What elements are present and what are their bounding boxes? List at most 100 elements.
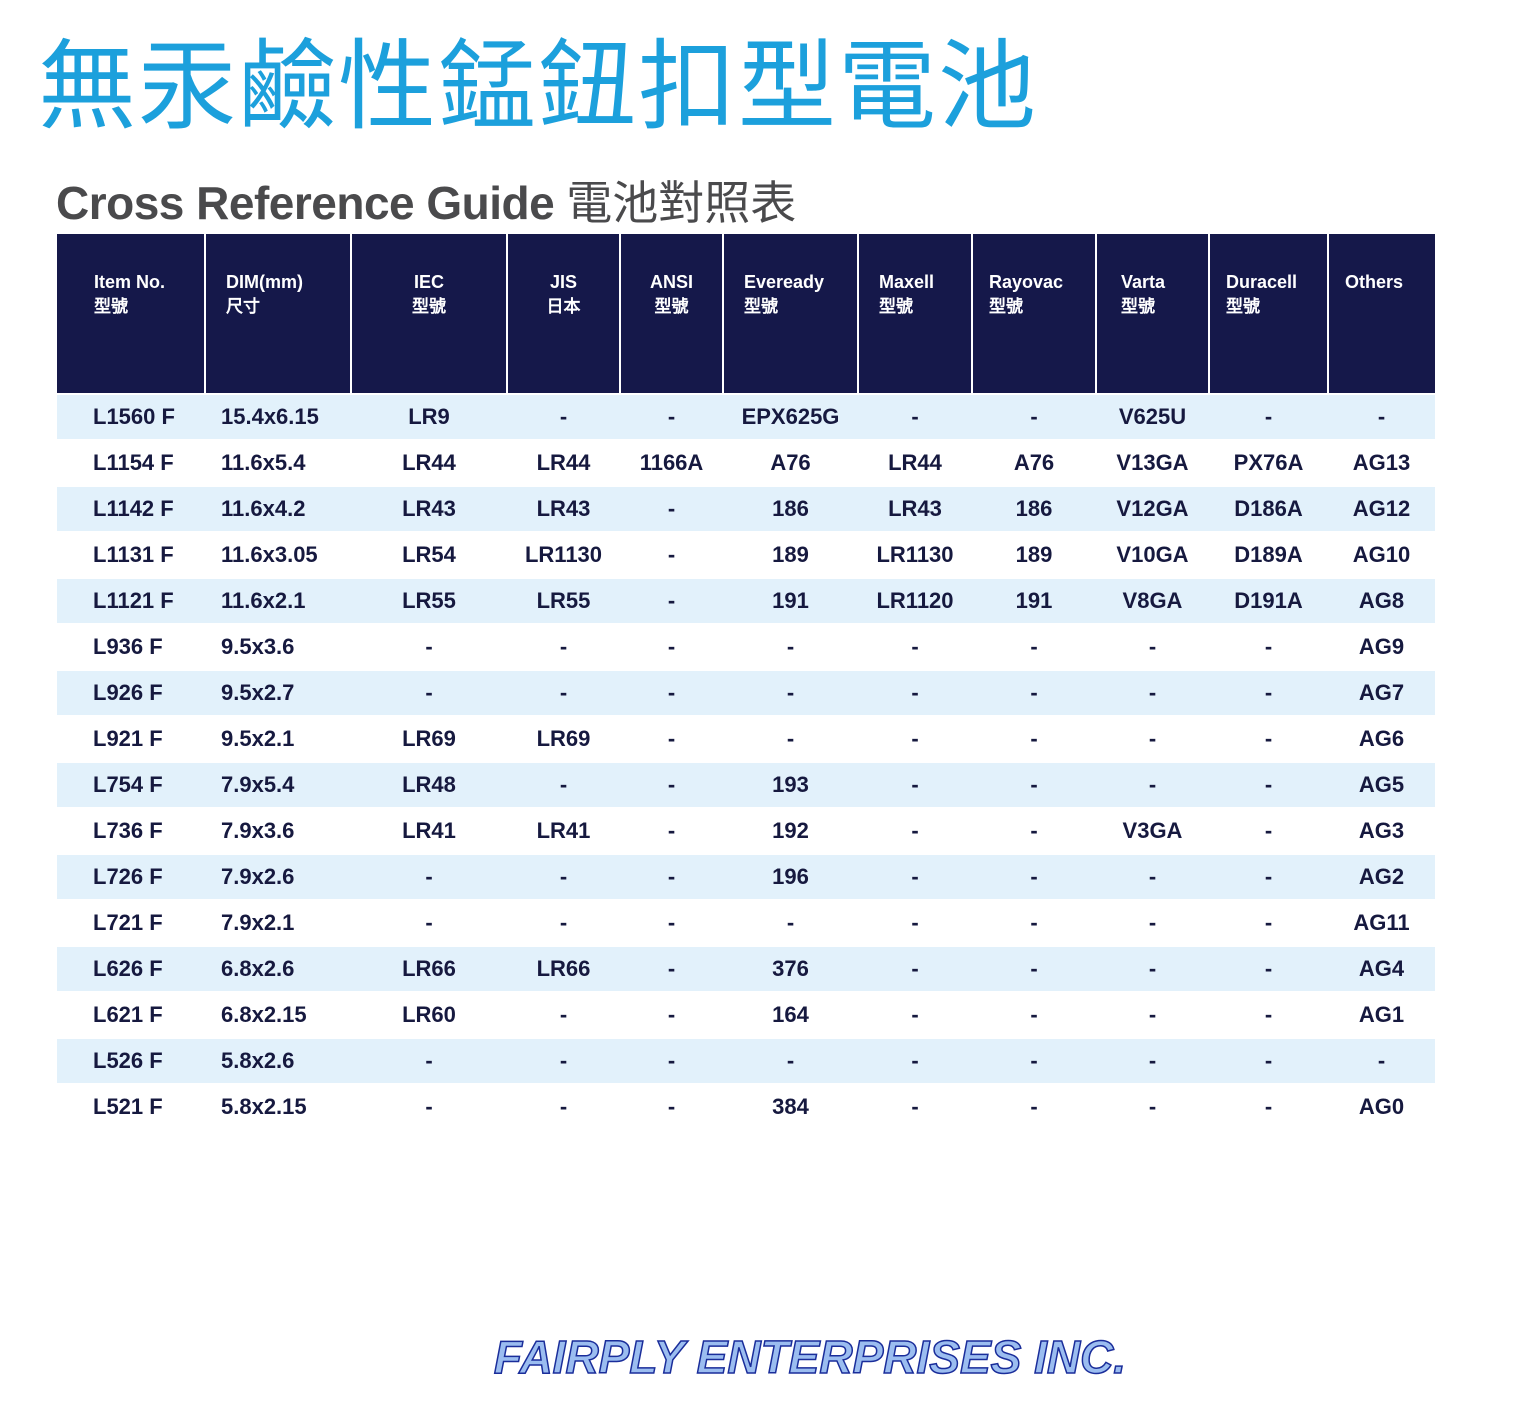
- table-cell: L921 F: [57, 715, 205, 762]
- table-cell: -: [1096, 991, 1209, 1038]
- table-cell: L754 F: [57, 761, 205, 808]
- table-cell: L726 F: [57, 853, 205, 900]
- table-cell: 7.9x2.6: [205, 853, 351, 900]
- table-cell: LR48: [351, 761, 507, 808]
- table-row: L736 F 7.9x3.6 LR41 LR41-192- - V3GA - AG3: [57, 807, 1435, 854]
- table-cell: -: [972, 1083, 1096, 1129]
- table-cell: L721 F: [57, 899, 205, 946]
- table-row: L1560 F 15.4x6.15 LR9- - EPX625G - - V625U - -: [57, 393, 1435, 440]
- table-cell: -: [972, 669, 1096, 716]
- table-cell: -: [1209, 807, 1328, 854]
- table-cell: LR1130: [507, 531, 620, 578]
- table-header-row: Item No. 型號 DIM(mm) 尺寸 IEC 型號 JIS 日本 ANSI 型號 …: [57, 234, 1435, 394]
- table-row: L526 F 5.8x2.6- - - - - - - - -: [57, 1037, 1435, 1084]
- table-cell: L936 F: [57, 623, 205, 670]
- table-cell: 7.9x2.1: [205, 899, 351, 946]
- table-row: L754 F 7.9x5.4 LR48- -193- - - - AG5: [57, 761, 1435, 808]
- table-cell: -: [972, 1037, 1096, 1084]
- table-cell: LR66: [507, 945, 620, 992]
- table-cell: 186: [723, 485, 858, 532]
- table-cell: -: [351, 623, 507, 670]
- table-cell: -: [858, 669, 972, 716]
- table-cell: L926 F: [57, 669, 205, 716]
- table-cell: LR9: [351, 393, 507, 440]
- table-cell: AG6: [1328, 715, 1435, 762]
- table-cell: L526 F: [57, 1037, 205, 1084]
- table-cell: EPX625G: [723, 393, 858, 440]
- table-cell: V3GA: [1096, 807, 1209, 854]
- table-cell: V10GA: [1096, 531, 1209, 578]
- table-cell: LR60: [351, 991, 507, 1038]
- table-cell: L1154 F: [57, 439, 205, 486]
- table-row: L1121 F 11.6x2.1 LR55 LR55-191 LR1120 191 V8GA…: [57, 577, 1435, 624]
- table-cell: L621 F: [57, 991, 205, 1038]
- table-cell: L1560 F: [57, 393, 205, 440]
- table-cell: 191: [723, 577, 858, 624]
- table-cell: -: [620, 945, 723, 992]
- table-cell: LR55: [507, 577, 620, 624]
- table-cell: LR55: [351, 577, 507, 624]
- table-row: L926 F 9.5x2.7- - - - - - - - AG7: [57, 669, 1435, 716]
- table-row: L1142 F 11.6x4.2 LR43 LR43-186 LR43 186 V12GA D…: [57, 485, 1435, 532]
- table-row: L621 F 6.8x2.15 LR60- -164- - - - AG1: [57, 991, 1435, 1038]
- table-cell: -: [620, 577, 723, 624]
- table-row: L521 F 5.8x2.15- - -384- - - - AG0: [57, 1083, 1435, 1129]
- table-cell: 189: [972, 531, 1096, 578]
- table-cell: L1142 F: [57, 485, 205, 532]
- table-cell: V12GA: [1096, 485, 1209, 532]
- table-cell: -: [351, 1083, 507, 1129]
- table-cell: 186: [972, 485, 1096, 532]
- table-cell: 6.8x2.15: [205, 991, 351, 1038]
- table-cell: AG0: [1328, 1083, 1435, 1129]
- table-cell: AG12: [1328, 485, 1435, 532]
- table-cell: PX76A: [1209, 439, 1328, 486]
- table-cell: D186A: [1209, 485, 1328, 532]
- table-cell: -: [858, 945, 972, 992]
- table-cell: 384: [723, 1083, 858, 1129]
- table-cell: AG7: [1328, 669, 1435, 716]
- table-cell: -: [972, 991, 1096, 1038]
- table-cell: LR1120: [858, 577, 972, 624]
- header-others: Others: [1328, 234, 1435, 394]
- table-cell: -: [507, 899, 620, 946]
- table-cell: D191A: [1209, 577, 1328, 624]
- table-cell: 15.4x6.15: [205, 393, 351, 440]
- table-cell: -: [620, 1083, 723, 1129]
- table-cell: A76: [972, 439, 1096, 486]
- table-cell: LR44: [351, 439, 507, 486]
- table-cell: 6.8x2.6: [205, 945, 351, 992]
- table-cell: L1121 F: [57, 577, 205, 624]
- table-cell: -: [507, 1037, 620, 1084]
- table-cell: 11.6x2.1: [205, 577, 351, 624]
- table-cell: LR43: [858, 485, 972, 532]
- table-cell: -: [351, 1037, 507, 1084]
- table-cell: -: [1209, 853, 1328, 900]
- table-cell: AG4: [1328, 945, 1435, 992]
- table-cell: -: [1209, 393, 1328, 440]
- subtitle-english: Cross Reference Guide: [56, 177, 555, 229]
- table-cell: -: [723, 1037, 858, 1084]
- table-row: L921 F 9.5x2.1 LR69 LR69- - - - - - AG6: [57, 715, 1435, 762]
- table-cell: -: [620, 853, 723, 900]
- table-cell: V8GA: [1096, 577, 1209, 624]
- table-cell: -: [858, 991, 972, 1038]
- table-cell: -: [1328, 393, 1435, 440]
- page-title: 無汞鹼性錳鈕扣型電池: [38, 30, 1039, 144]
- table-cell: -: [1209, 1037, 1328, 1084]
- table-cell: -: [1209, 761, 1328, 808]
- table-cell: LR41: [351, 807, 507, 854]
- table-cell: AG11: [1328, 899, 1435, 946]
- table-cell: -: [858, 761, 972, 808]
- table-cell: LR54: [351, 531, 507, 578]
- table-cell: -: [1209, 991, 1328, 1038]
- header-duracell: Duracell 型號: [1209, 234, 1329, 394]
- table-cell: -: [1096, 761, 1209, 808]
- table-row: L726 F 7.9x2.6- - -196- - - - AG2: [57, 853, 1435, 900]
- table-cell: 192: [723, 807, 858, 854]
- cross-reference-table: Item No. 型號 DIM(mm) 尺寸 IEC 型號 JIS 日本 ANSI 型號 …: [57, 234, 1435, 1129]
- table-cell: -: [620, 761, 723, 808]
- table-cell: -: [1209, 623, 1328, 670]
- table-row: L1131 F 11.6x3.05 LR54 LR1130-189 LR1130 189 V…: [57, 531, 1435, 578]
- table-cell: 9.5x2.7: [205, 669, 351, 716]
- header-iec: IEC 型號: [351, 234, 508, 394]
